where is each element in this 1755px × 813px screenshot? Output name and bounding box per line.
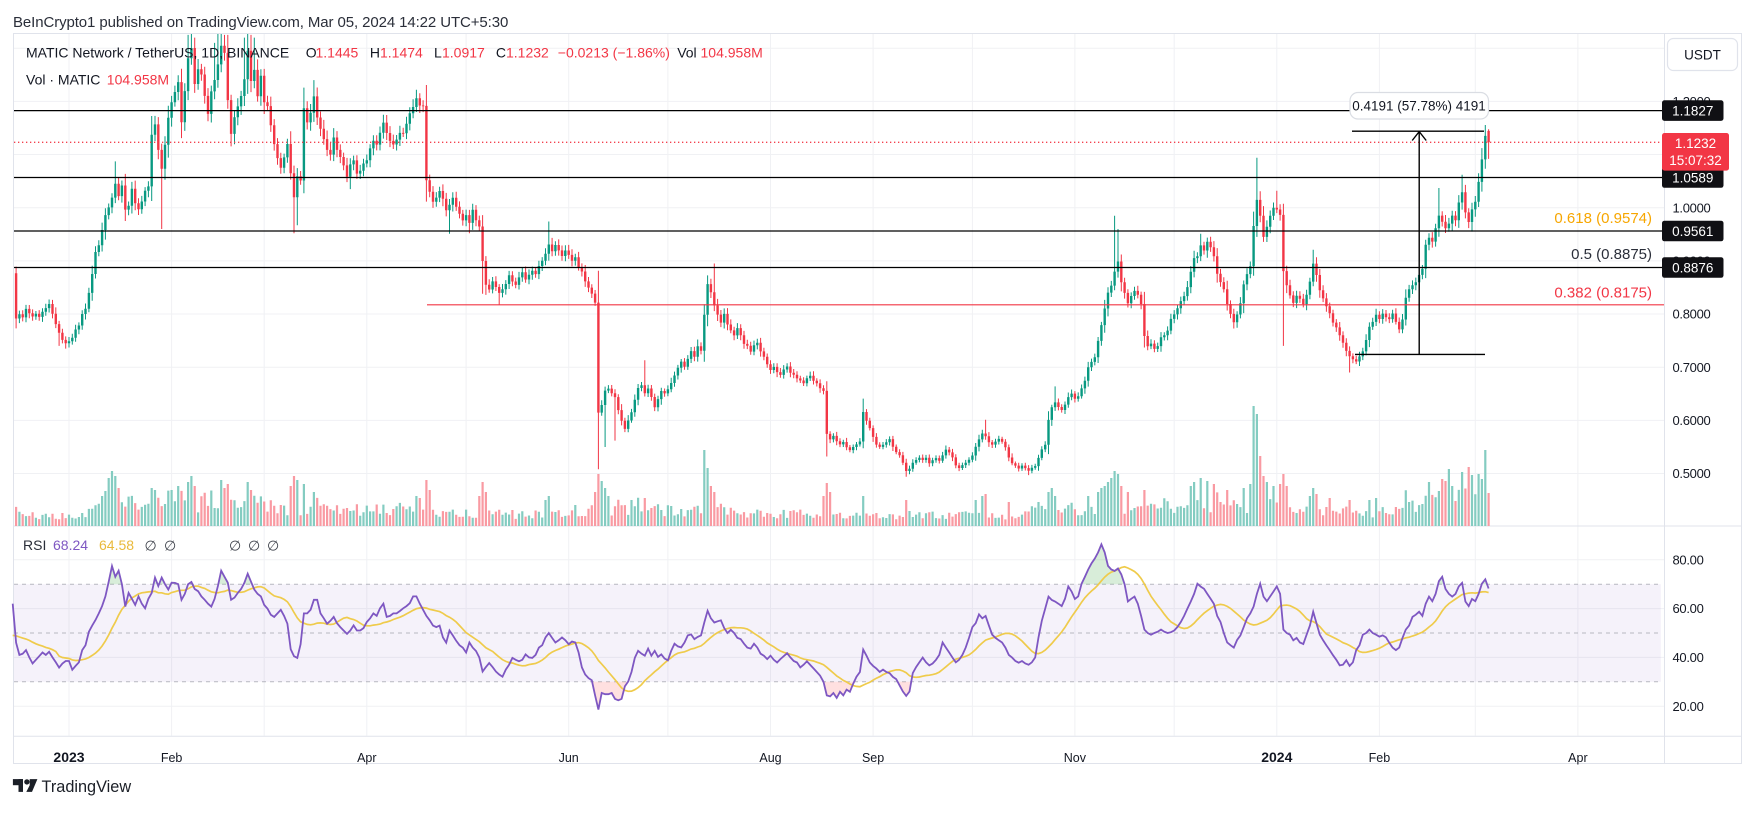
svg-text:2023: 2023	[53, 749, 84, 765]
svg-text:MATIC Network / TetherUS, 1D,: MATIC Network / TetherUS, 1D, BINANCE O1.…	[26, 45, 763, 61]
svg-text:20.00: 20.00	[1673, 699, 1704, 714]
svg-text:Apr: Apr	[357, 751, 376, 765]
svg-text:1.0000: 1.0000	[1673, 200, 1711, 215]
svg-text:0.382 (0.8175): 0.382 (0.8175)	[1554, 285, 1652, 302]
svg-text:Sep: Sep	[862, 751, 884, 765]
svg-text:60.00: 60.00	[1673, 601, 1704, 616]
svg-text:0.9561: 0.9561	[1672, 224, 1713, 239]
svg-text:0.6000: 0.6000	[1673, 413, 1711, 428]
svg-text:∅: ∅	[145, 538, 157, 554]
svg-text:0.5000: 0.5000	[1673, 466, 1711, 481]
svg-text:2024: 2024	[1261, 749, 1292, 765]
svg-text:40.00: 40.00	[1673, 650, 1704, 665]
svg-text:∅: ∅	[164, 538, 176, 554]
svg-text:1.1232: 1.1232	[1675, 136, 1716, 151]
svg-text:0.8000: 0.8000	[1673, 307, 1711, 322]
svg-text:∅: ∅	[229, 538, 241, 554]
svg-text:0.618 (0.9574): 0.618 (0.9574)	[1554, 210, 1652, 227]
svg-text:TradingView: TradingView	[42, 778, 132, 796]
svg-text:0.7000: 0.7000	[1673, 360, 1711, 375]
svg-text:Feb: Feb	[1369, 751, 1391, 765]
svg-text:Nov: Nov	[1064, 751, 1087, 765]
svg-text:80.00: 80.00	[1673, 552, 1704, 567]
svg-text:Apr: Apr	[1568, 751, 1587, 765]
svg-text:Jun: Jun	[559, 751, 579, 765]
svg-text:BeInCrypto1 published on Tradi: BeInCrypto1 published on TradingView.com…	[13, 14, 508, 31]
svg-text:RSI: RSI	[23, 537, 46, 553]
svg-text:64.58: 64.58	[99, 537, 134, 553]
svg-text:0.4191 (57.78%) 4191: 0.4191 (57.78%) 4191	[1352, 99, 1486, 114]
svg-text:USDT: USDT	[1684, 48, 1721, 63]
svg-text:0.8876: 0.8876	[1672, 260, 1713, 275]
svg-text:1.0589: 1.0589	[1672, 170, 1713, 185]
svg-text:15:07:32: 15:07:32	[1669, 153, 1722, 168]
svg-text:∅: ∅	[248, 538, 260, 554]
svg-text:1.1827: 1.1827	[1672, 103, 1713, 118]
svg-text:68.24: 68.24	[53, 537, 88, 553]
svg-text:Feb: Feb	[161, 751, 183, 765]
svg-text:Aug: Aug	[759, 751, 781, 765]
svg-text:0.5 (0.8875): 0.5 (0.8875)	[1571, 246, 1652, 263]
svg-text:∅: ∅	[267, 538, 279, 554]
